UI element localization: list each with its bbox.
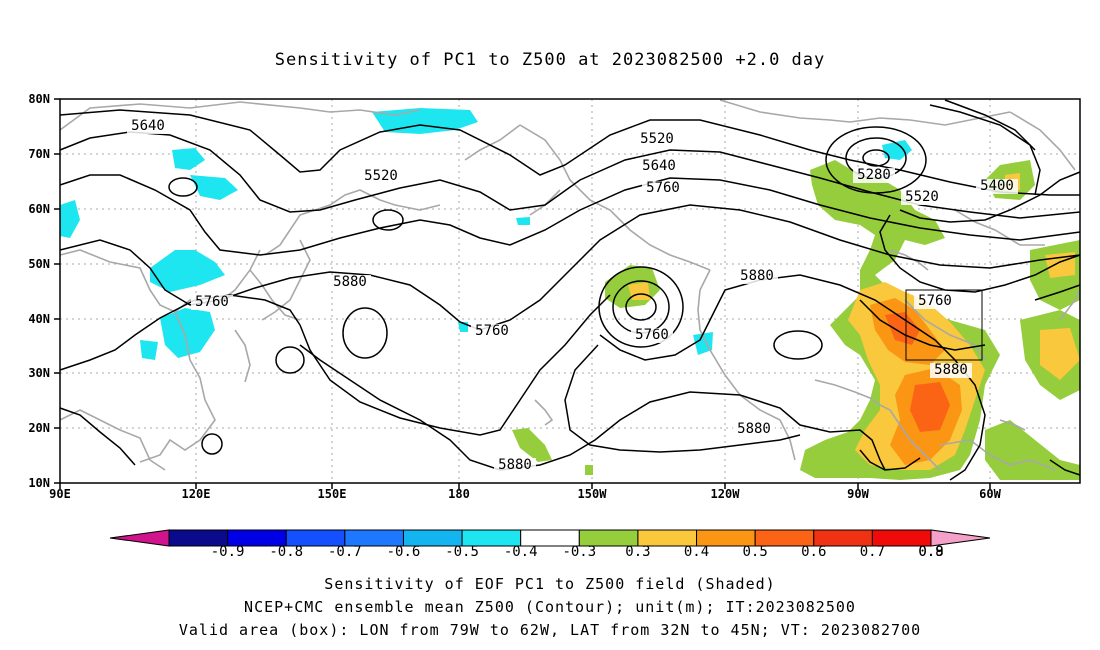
contour-label-bg <box>127 119 169 134</box>
colorbar-tick-label: -0.6 <box>386 544 421 560</box>
lat-label-40n: 40N <box>28 312 50 326</box>
contour-label-bg <box>638 159 680 174</box>
colorbar-tick-label: -0.7 <box>327 544 362 560</box>
contour-label-c5760-asia: 5760 <box>195 294 229 310</box>
contour-label-c5760-top: 5760 <box>646 180 680 196</box>
lat-label-80n: 80N <box>28 92 50 106</box>
colorbar-tick-label: -0.5 <box>445 544 479 560</box>
lon-label-150w: 150W <box>577 487 607 501</box>
lon-label-120e: 120E <box>181 487 211 501</box>
contour-label-c5880-pac: 5880 <box>333 274 367 290</box>
lon-label-120w: 120W <box>710 487 740 501</box>
colorbar <box>109 529 991 547</box>
colorbar-tick-label: -0.8 <box>269 544 304 560</box>
lat-label-60n: 60N <box>28 202 50 216</box>
colorbar-tick-label: 0.4 <box>683 544 710 560</box>
lon-label-60w: 60W <box>979 487 1001 501</box>
contour-label-bg <box>471 324 513 339</box>
contour-label-bg <box>901 190 943 205</box>
contour-label-c5760-low: 5760 <box>635 327 669 343</box>
contour-label-bg <box>736 269 778 284</box>
contour-label-bg <box>360 169 402 184</box>
contour-label-c5400: 5400 <box>980 178 1014 194</box>
contour-label-bg <box>631 328 673 343</box>
colorbar-tick-label: 0.8 <box>918 544 944 560</box>
contour-label-c5520-asia: 5520 <box>364 168 398 184</box>
map-frame <box>59 98 1081 484</box>
contour-label-bg <box>329 275 371 290</box>
contour-label-c5280: 5280 <box>857 167 891 183</box>
colorbar-tick-label: 0.6 <box>801 544 827 560</box>
lon-label-180: 180 <box>448 487 470 501</box>
colorbar-tick-label: 0.5 <box>742 544 768 560</box>
colorbar-tick-label: -0.4 <box>503 544 538 560</box>
contour-label-c5760-box: 5760 <box>918 293 952 309</box>
lon-label-90e: 90E <box>49 487 71 501</box>
contour-label-c5640-left: 5640 <box>131 118 165 134</box>
coastlines <box>59 99 1081 471</box>
colorbar-tick-label: 0.9 <box>918 544 944 560</box>
caption-valid-area: Valid area (box): LON from 79W to 62W, L… <box>178 621 922 639</box>
contour-label-bg <box>636 132 678 147</box>
caption-contour: NCEP+CMC ensemble mean Z500 (Contour); u… <box>244 598 856 616</box>
colorbar-low-arrow <box>109 529 170 547</box>
positive-sensitivity-shading <box>512 160 1080 480</box>
contour-label-bg <box>191 295 233 310</box>
contour-label-bg <box>494 458 536 473</box>
lat-label-30n: 30N <box>28 366 50 380</box>
colorbar-tick-label: 0.7 <box>859 544 886 560</box>
lat-label-10n: 10N <box>28 476 50 490</box>
colorbar-tick-label: -0.3 <box>562 544 597 560</box>
contour-label-c5880-east: 5880 <box>740 268 774 284</box>
lon-label-150e: 150E <box>317 487 347 501</box>
map-panel: 5640 5520 5760 5880 5760 5880 5520 5640 5760 5760… <box>54 98 1081 489</box>
lat-label-50n: 50N <box>28 257 50 271</box>
lon-label-90w: 90W <box>847 487 869 501</box>
contour-label-bg <box>930 363 972 378</box>
contour-label-c5880-south: 5880 <box>498 457 532 473</box>
contour-label-bg <box>976 179 1018 194</box>
colorbar-tick-label: -0.9 <box>210 544 245 560</box>
negative-sensitivity-shading <box>60 108 912 360</box>
lat-label-20n: 20N <box>28 421 50 435</box>
contour-label-c5520-top: 5520 <box>640 131 674 147</box>
lat-label-70n: 70N <box>28 147 50 161</box>
contour-label-bg <box>853 168 895 183</box>
contour-label-c5880-mex: 5880 <box>737 421 771 437</box>
caption-shading: Sensitivity of EOF PC1 to Z500 field (Sh… <box>324 575 776 593</box>
colorbar-high-arrow <box>930 529 991 547</box>
map-title: Sensitivity of PC1 to Z500 at 2023082500… <box>274 50 826 70</box>
z500-contours <box>59 99 1081 481</box>
contour-labels: 5640 5520 5760 5880 5760 5880 5520 5640 5760 5760… <box>127 118 1018 473</box>
contour-label-c5880-box: 5880 <box>934 362 968 378</box>
contour-label-bg <box>642 181 684 196</box>
contour-label-c5520-can: 5520 <box>905 189 939 205</box>
valid-area-box <box>905 289 983 361</box>
contour-label-bg <box>914 294 956 309</box>
contour-label-c5760-pac: 5760 <box>475 323 509 339</box>
colorbar-tick-label: 0.3 <box>625 544 651 560</box>
contour-label-c5640-top: 5640 <box>642 158 676 174</box>
contour-label-bg <box>733 422 775 437</box>
